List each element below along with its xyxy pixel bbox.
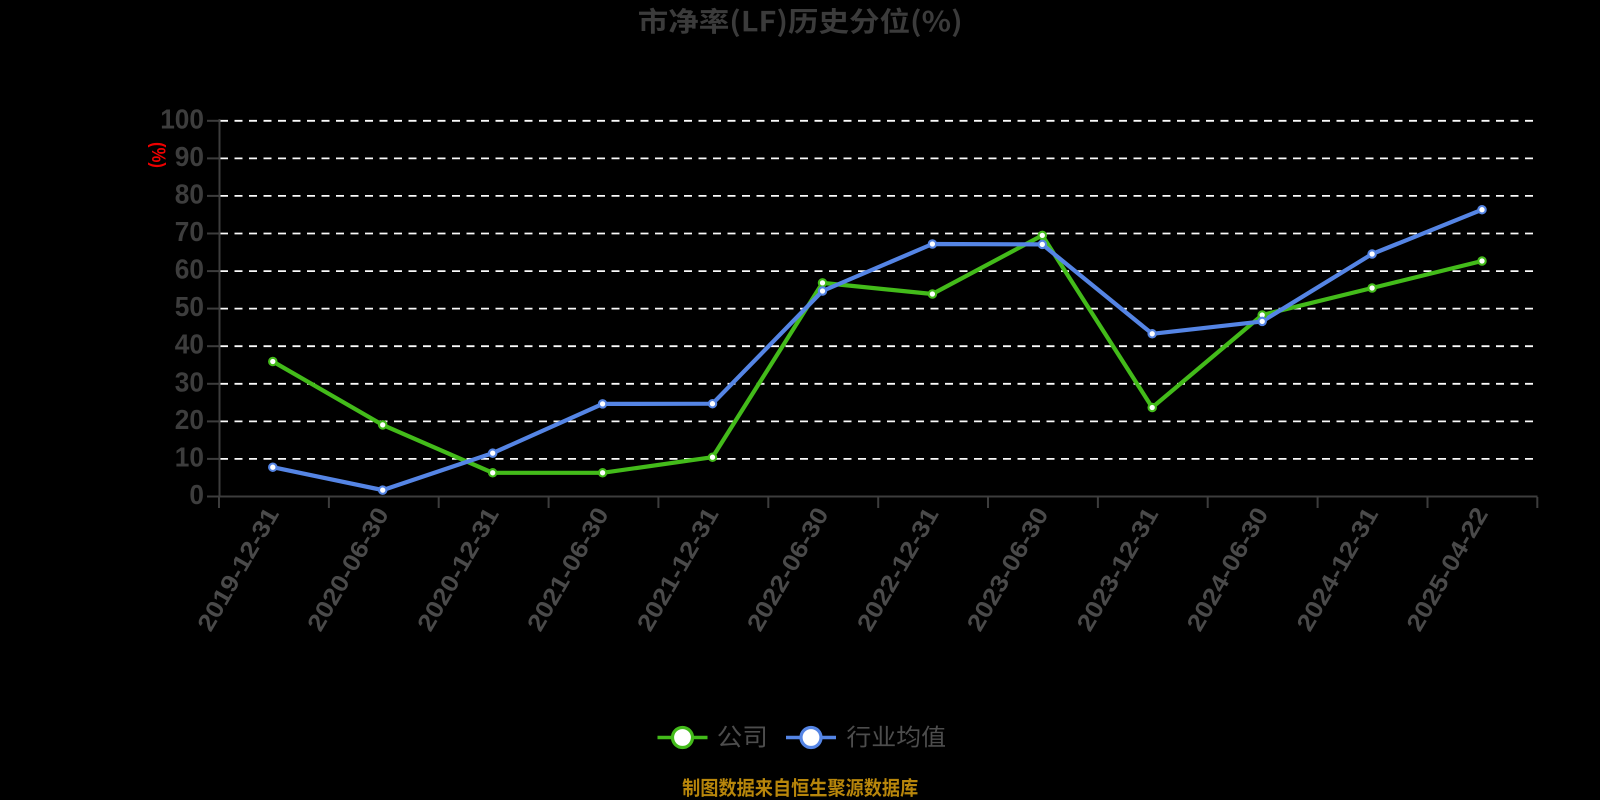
svg-text:90: 90: [175, 141, 204, 172]
svg-text:10: 10: [175, 441, 204, 472]
svg-text:30: 30: [175, 366, 204, 397]
svg-text:0: 0: [189, 479, 204, 510]
svg-text:(%): (%): [147, 142, 168, 168]
svg-text:40: 40: [175, 329, 204, 360]
svg-text:70: 70: [175, 216, 204, 247]
svg-text:80: 80: [175, 178, 204, 209]
svg-text:100: 100: [160, 103, 204, 134]
svg-text:60: 60: [175, 254, 204, 285]
svg-text:20: 20: [175, 404, 204, 435]
svg-text:50: 50: [175, 291, 204, 322]
